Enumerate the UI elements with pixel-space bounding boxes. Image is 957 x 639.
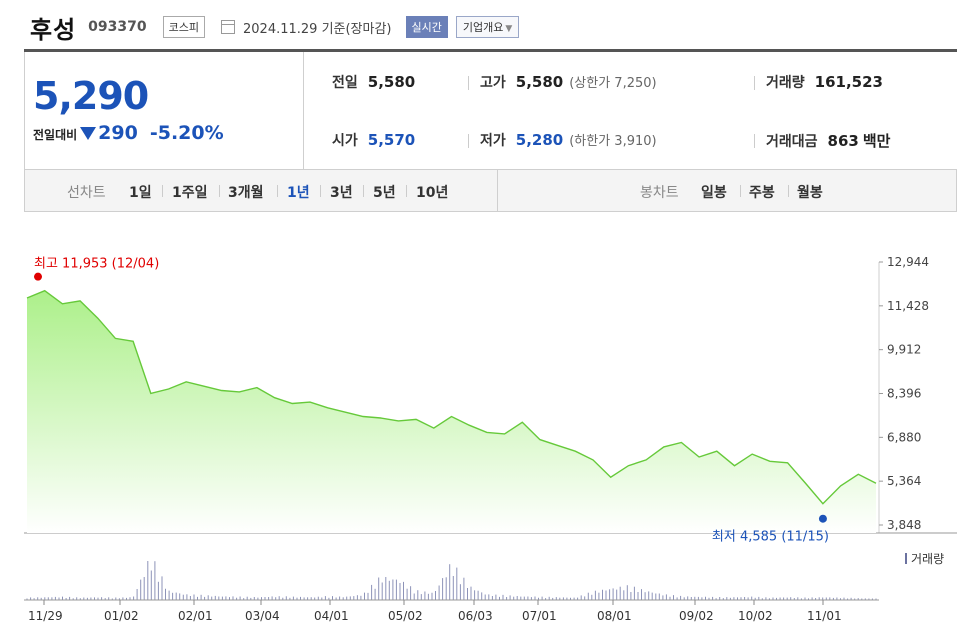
y-tick-label: 9,912 [887, 343, 921, 357]
y-tick-label: 6,880 [887, 430, 921, 444]
tab-1d[interactable]: 1일 [129, 185, 152, 201]
line-chart-label: 선차트 [67, 185, 106, 201]
x-tick-label: 11/29 [28, 609, 63, 623]
tab-1w[interactable]: 1주일 [172, 185, 208, 201]
x-tick-label: 09/02 [679, 609, 714, 623]
trade-amount-label: 거래대금 [766, 134, 818, 150]
tab-daily[interactable]: 일봉 [701, 185, 727, 201]
calendar-icon [221, 20, 235, 34]
candle-chart-label: 봉차트 [640, 185, 679, 201]
divider [219, 185, 220, 197]
x-tick-label: 07/01 [522, 609, 557, 623]
quote-date: 2024.11.29 기준(장마감) [243, 21, 392, 37]
divider [497, 170, 498, 211]
divider [162, 185, 163, 197]
low-value: 5,280 [515, 131, 564, 149]
divider [406, 185, 407, 197]
stock-name: 후성 [30, 15, 77, 44]
divider [754, 134, 755, 148]
divider [754, 76, 755, 90]
price-chart[interactable]: 12,944 11,428 9,912 8,396 6,880 5,364 3,848 최고 … [24, 240, 957, 635]
x-tick-label: 04/01 [314, 609, 349, 623]
change-percent: -5.20% [149, 122, 224, 144]
volume-legend-swatch [905, 553, 907, 564]
prev-close-label: 전일 [332, 75, 358, 91]
x-tick-label: 06/03 [458, 609, 493, 623]
x-tick-label: 10/02 [738, 609, 773, 623]
high-cell: 고가 5,580 (상한가 7,250) [480, 72, 657, 92]
tab-10y[interactable]: 10년 [416, 185, 449, 201]
low-marker [818, 514, 827, 523]
company-overview-dropdown[interactable]: 기업개요 ▼ [455, 16, 520, 38]
divider [277, 185, 278, 197]
company-overview-label: 기업개요 [462, 21, 504, 34]
header-divider [24, 49, 957, 52]
prev-close-cell: 전일 5,580 [332, 72, 415, 92]
x-tick-label: 11/01 [807, 609, 842, 623]
y-tick-label: 5,364 [887, 474, 921, 488]
market-badge: 코스피 [162, 16, 205, 38]
x-tick-label: 08/01 [597, 609, 632, 623]
low-label: 최저 4,585 (11/15) [712, 530, 829, 545]
y-tick-label: 12,944 [887, 255, 929, 269]
lower-limit: (하한가 3,910) [569, 134, 657, 149]
high-label: 최고 11,953 (12/04) [34, 257, 159, 272]
change-amount: 290 [98, 122, 138, 144]
low-label: 저가 [480, 133, 506, 149]
price-area [27, 290, 876, 533]
y-tick-label: 8,396 [887, 387, 921, 401]
high-label: 고가 [480, 75, 506, 91]
divider [468, 134, 469, 148]
quote-panel: 5,290 전일대비 290 -5.20% 전일 5,580 고가 5,580 … [24, 52, 957, 170]
price-line [26, 289, 877, 505]
divider [320, 185, 321, 197]
volume-label: 거래량 [766, 75, 805, 91]
price-chart-svg: 12,944 11,428 9,912 8,396 6,880 5,364 3,848 최고 … [24, 255, 957, 623]
trade-amount-cell: 거래대금 863 백만 [766, 130, 890, 151]
trade-amount-value: 863 [827, 132, 859, 150]
low-cell: 저가 5,280 (하한가 3,910) [480, 130, 657, 150]
x-tick-label: 03/04 [245, 609, 280, 623]
high-marker [34, 272, 42, 281]
change-label: 전일대비 [33, 128, 78, 142]
down-triangle-icon [80, 127, 97, 140]
volume-cell: 거래량 161,523 [766, 72, 883, 92]
stock-header: 후성 093370 코스피 2024.11.29 기준(장마감) 실시간 기업개… [30, 10, 520, 44]
y-tick-label: 11,428 [887, 299, 929, 313]
upper-limit: (상한가 7,250) [569, 76, 657, 91]
volume-value: 161,523 [814, 73, 883, 91]
divider [468, 76, 469, 90]
prev-close-value: 5,580 [367, 73, 416, 91]
price-change: 전일대비 290 -5.20% [33, 122, 224, 144]
open-label: 시가 [332, 133, 358, 149]
x-tick-label: 01/02 [104, 609, 139, 623]
open-value: 5,570 [367, 131, 416, 149]
x-tick-label: 02/01 [178, 609, 213, 623]
price-summary: 5,290 전일대비 290 -5.20% [24, 52, 304, 170]
tab-1y[interactable]: 1년 [287, 185, 310, 201]
tab-3m[interactable]: 3개월 [228, 185, 264, 201]
volume-legend-label: 거래량 [911, 552, 944, 566]
high-value: 5,580 [515, 73, 564, 91]
current-price: 5,290 [33, 74, 149, 118]
divider [363, 185, 364, 197]
y-tick-label: 3,848 [887, 518, 921, 532]
trade-amount-unit: 백만 [862, 132, 891, 150]
realtime-button[interactable]: 실시간 [405, 16, 448, 38]
stock-code: 093370 [88, 19, 147, 35]
tab-weekly[interactable]: 주봉 [749, 185, 775, 201]
chart-tabbar: 선차트 1일 1주일 3개월 1년 3년 5년 10년 봉차트 일봉 주봉 월봉 [24, 170, 957, 212]
tab-3y[interactable]: 3년 [330, 185, 353, 201]
chevron-down-icon: ▼ [505, 24, 513, 34]
tab-5y[interactable]: 5년 [373, 185, 396, 201]
divider [788, 185, 789, 197]
divider [740, 185, 741, 197]
tab-monthly[interactable]: 월봉 [797, 185, 823, 201]
x-tick-label: 05/02 [388, 609, 423, 623]
open-cell: 시가 5,570 [332, 130, 415, 150]
